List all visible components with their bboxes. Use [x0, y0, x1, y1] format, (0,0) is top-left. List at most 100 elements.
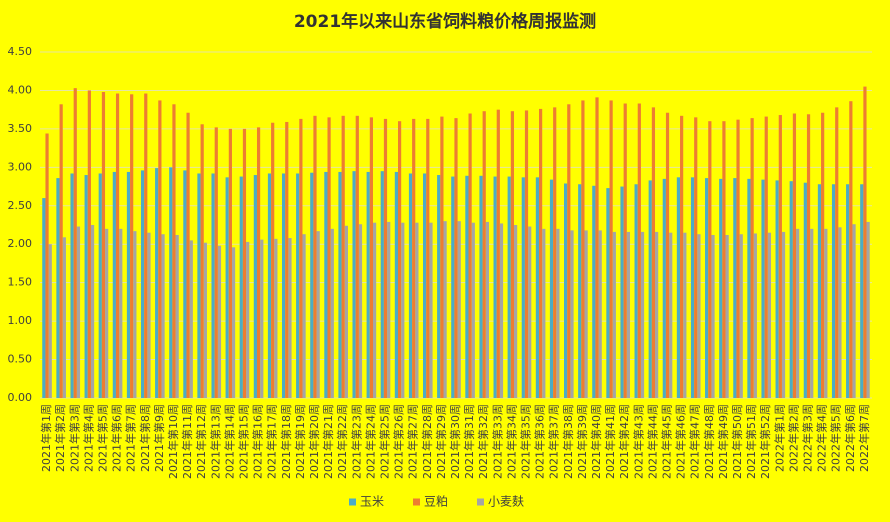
- bar: [144, 93, 148, 399]
- bar: [217, 245, 222, 398]
- x-tick-label: 2021年第5周: [95, 404, 109, 472]
- bar: [119, 228, 123, 398]
- x-tick-label: 2022年第3周: [801, 404, 815, 472]
- bar: [366, 171, 370, 398]
- bar: [482, 111, 486, 399]
- bar: [669, 232, 673, 398]
- bar: [313, 115, 317, 398]
- x-tick-label: 2021年第13周: [208, 404, 222, 479]
- bar: [59, 104, 63, 398]
- legend-label: 豆粕: [424, 494, 448, 509]
- bar: [133, 231, 137, 398]
- bar: [401, 222, 405, 398]
- bar: [299, 118, 303, 398]
- bar: [606, 188, 610, 398]
- bar: [789, 181, 793, 398]
- bar: [549, 179, 554, 398]
- x-tick-label: 2021年第1周: [39, 404, 53, 472]
- bar: [274, 238, 278, 398]
- bar: [637, 103, 641, 398]
- bar: [383, 118, 388, 398]
- bar: [803, 182, 807, 398]
- x-tick-label: 2021年第7周: [124, 404, 138, 472]
- bar: [70, 173, 74, 398]
- bar: [422, 173, 427, 398]
- y-tick-label: 0.00: [8, 391, 33, 404]
- bar: [147, 232, 151, 398]
- bar: [211, 173, 215, 398]
- bar: [767, 232, 772, 398]
- bar: [426, 118, 430, 398]
- x-tick-label: 2021年第45周: [660, 404, 674, 479]
- bar: [454, 118, 458, 398]
- bar: [479, 175, 483, 398]
- bar: [242, 128, 247, 398]
- bar: [846, 184, 850, 398]
- bar: [443, 221, 447, 398]
- bar: [172, 104, 176, 398]
- x-tick-label: 2021年第44周: [645, 404, 659, 479]
- bar: [267, 173, 272, 398]
- x-tick-label: 2021年第8周: [138, 404, 152, 472]
- y-tick-label: 3.50: [8, 122, 33, 135]
- bar: [676, 177, 681, 398]
- bar: [73, 88, 77, 398]
- bar: [792, 113, 797, 398]
- bar: [747, 178, 751, 398]
- bar: [860, 184, 864, 398]
- bar: [640, 231, 645, 398]
- bar: [90, 225, 95, 398]
- bar: [778, 115, 782, 398]
- bar: [228, 128, 232, 398]
- bar: [253, 175, 257, 398]
- bar: [817, 184, 822, 398]
- bar: [330, 228, 334, 398]
- bar: [581, 100, 585, 398]
- bar: [665, 112, 670, 399]
- bar: [542, 228, 546, 398]
- x-tick-label: 2021年第2周: [53, 404, 67, 472]
- bar: [56, 178, 60, 398]
- bar: [355, 115, 359, 398]
- x-tick-label: 2021年第47周: [688, 404, 702, 479]
- x-tick-label: 2021年第42周: [617, 404, 631, 479]
- x-tick-label: 2021年第33周: [490, 404, 504, 479]
- bar: [87, 90, 91, 398]
- bar: [296, 173, 300, 398]
- bar: [564, 183, 568, 398]
- x-tick-label: 2021年第48周: [702, 404, 716, 479]
- bar: [239, 176, 243, 398]
- bar: [62, 237, 66, 398]
- bar: [42, 198, 46, 398]
- bar: [468, 113, 472, 398]
- x-tick-label: 2021年第41周: [603, 404, 617, 479]
- bar: [397, 121, 402, 398]
- x-tick-label: 2021年第23周: [349, 404, 363, 479]
- bar: [849, 101, 853, 398]
- bar: [203, 242, 207, 398]
- bar: [101, 91, 106, 398]
- bar: [76, 226, 81, 398]
- bar: [651, 107, 656, 399]
- y-tick-label: 4.00: [8, 83, 33, 96]
- bar: [761, 179, 765, 398]
- x-tick-label: 2021年第9周: [152, 404, 166, 472]
- bar: [810, 228, 814, 398]
- bar: [736, 119, 740, 398]
- bar: [105, 228, 109, 398]
- bar: [595, 97, 599, 398]
- x-tick-label: 2021年第17周: [265, 404, 279, 479]
- bar: [231, 247, 236, 398]
- bar: [694, 117, 698, 398]
- bar: [634, 184, 638, 398]
- x-tick-label: 2021年第39周: [575, 404, 589, 479]
- x-tick-label: 2021年第40周: [589, 404, 603, 479]
- y-tick-label: 1.50: [8, 276, 33, 289]
- legend-swatch: [413, 498, 420, 506]
- bar: [45, 133, 49, 398]
- bar: [711, 234, 715, 398]
- bar: [485, 221, 490, 398]
- bar: [256, 127, 261, 399]
- y-tick-label: 3.00: [8, 160, 33, 173]
